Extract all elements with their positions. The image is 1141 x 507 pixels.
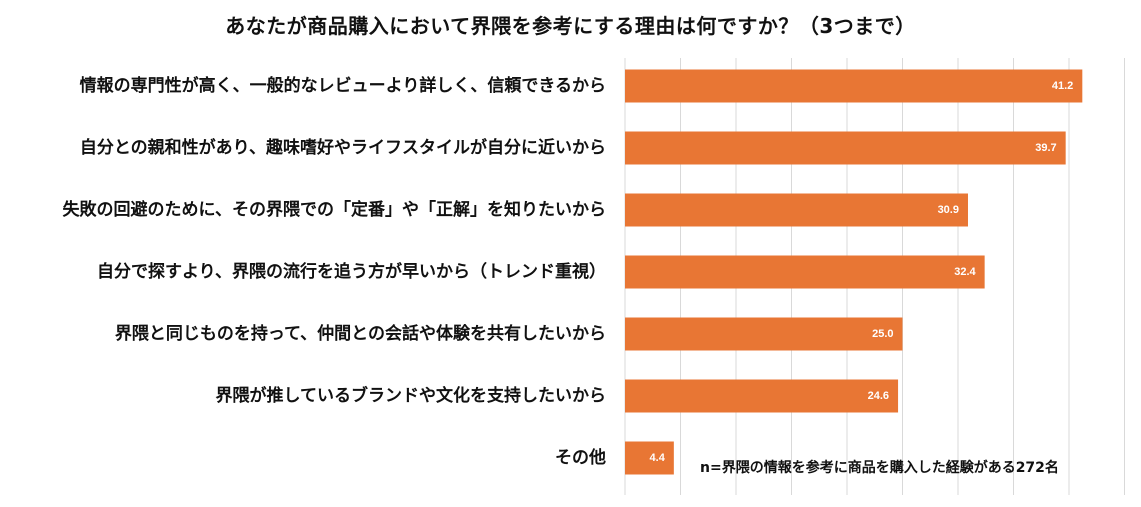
category-label: 界隈と同じものを持って、仲間との会話や体験を共有したいから: [115, 323, 606, 344]
category-label: 界隈が推しているブランドや文化を支持したいから: [216, 385, 607, 406]
bars: [625, 69, 1083, 475]
bar: [625, 379, 899, 413]
data-label: 25.0: [872, 328, 893, 340]
bar: [625, 255, 985, 289]
category-label: 自分で探すより、界隈の流行を追う方が早いから（トレンド重視）: [97, 261, 606, 282]
chart-title: あなたが商品購入において界隈を参考にする理由は何ですか？（3つまで）: [225, 14, 916, 38]
value-labels: 41.2 39.7 30.9 32.4 25.0 24.6 4.4: [650, 80, 1074, 464]
bar: [625, 441, 674, 475]
bar: [625, 193, 968, 227]
data-label: 41.2: [1052, 80, 1073, 92]
bar: [625, 69, 1083, 103]
data-label: 30.9: [938, 204, 959, 216]
data-label: 39.7: [1035, 142, 1056, 154]
data-label: 32.4: [954, 266, 976, 278]
category-label: その他: [555, 447, 606, 468]
bar: [625, 317, 903, 351]
sample-size-note: n=界隈の情報を参考に商品を購入した経験がある272名: [700, 460, 1059, 476]
category-label: 自分との親和性があり、趣味嗜好やライフスタイルが自分に近いから: [80, 137, 606, 158]
data-label: 4.4: [650, 452, 666, 464]
category-label: 情報の専門性が高く、一般的なレビューより詳しく、信頼できるから: [80, 75, 606, 96]
category-label: 失敗の回避のために、その界隈での「定番」や「正解」を知りたいから: [63, 199, 607, 220]
category-labels: 情報の専門性が高く、一般的なレビューより詳しく、信頼できるから自分との親和性があ…: [63, 75, 607, 468]
data-label: 24.6: [868, 390, 889, 402]
bar: [625, 131, 1066, 165]
